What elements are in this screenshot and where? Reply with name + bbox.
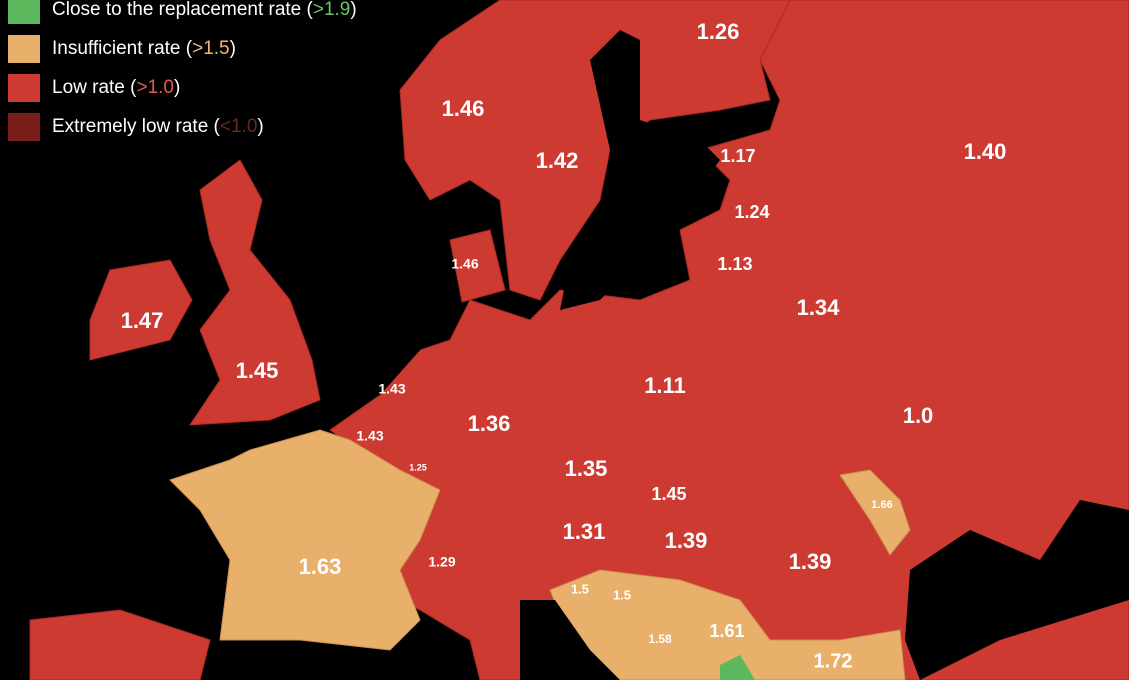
legend-swatch [8, 0, 40, 24]
region-value: 1.43 [356, 428, 383, 444]
region-value: 1.25 [409, 462, 427, 472]
region-value: 1.13 [717, 254, 752, 274]
region-value: 1.47 [121, 308, 164, 333]
region-value: 1.46 [451, 256, 478, 272]
legend-threshold: >1.5 [192, 38, 230, 59]
great-britain [189, 159, 321, 426]
region-value: 1.11 [644, 373, 686, 398]
france [169, 429, 441, 651]
region-value: 1.34 [797, 295, 841, 320]
region-value: 1.39 [789, 549, 832, 574]
kosovo [720, 655, 755, 680]
black-sea [905, 500, 1129, 680]
legend-close: ) [230, 38, 236, 59]
legend-text: Low rate ( [52, 77, 137, 98]
region-value: 1.31 [563, 519, 606, 544]
legend-threshold: <1.0 [220, 116, 258, 137]
region-value: 1.35 [565, 456, 608, 481]
baltic-sea [560, 30, 720, 310]
legend-swatch [8, 113, 40, 141]
region-value: 1.36 [468, 411, 511, 436]
region-value: 1.46 [442, 96, 485, 121]
region-value: 1.58 [648, 632, 672, 646]
mainland [329, 0, 1129, 680]
scandinavia [399, 0, 791, 301]
region-value: 1.61 [709, 621, 744, 641]
region-value: 1.63 [299, 554, 342, 579]
region-value: 1.5 [613, 587, 631, 602]
legend-label: Extremely low rate (<1.0) [52, 116, 264, 137]
legend-close: ) [174, 77, 180, 98]
legend-swatch [8, 74, 40, 102]
region-value: 1.29 [428, 554, 455, 570]
region-value: 1.24 [734, 202, 769, 222]
region-value: 1.45 [651, 484, 686, 504]
region-value: 1.45 [236, 358, 279, 383]
region-value: 1.17 [720, 146, 755, 166]
legend-close: ) [257, 116, 263, 137]
legend-label: Insufficient rate (>1.5) [52, 38, 236, 59]
legend: Close to the replacement rate (>1.9)Insu… [8, 0, 357, 141]
legend-text: Extremely low rate ( [52, 116, 221, 137]
moldova [839, 469, 911, 556]
legend-swatch [8, 35, 40, 63]
iberia [29, 609, 211, 680]
region-value: 1.72 [814, 650, 853, 672]
legend-threshold: >1.9 [313, 0, 351, 20]
legend-text: Insufficient rate ( [52, 38, 193, 59]
north-sea [320, 230, 450, 420]
region-value: 1.0 [903, 403, 934, 428]
adriatic-sea [520, 600, 620, 680]
region-value: 1.42 [536, 148, 579, 173]
legend-label: Low rate (>1.0) [52, 77, 180, 98]
region-value: 1.40 [964, 139, 1007, 164]
legend-text: Close to the replacement rate ( [52, 0, 314, 20]
region-value: 1.39 [665, 528, 708, 553]
region-value: 1.66 [871, 499, 892, 511]
region-value: 1.5 [571, 581, 589, 596]
legend-label: Close to the replacement rate (>1.9) [52, 0, 357, 20]
denmark [449, 229, 506, 303]
legend-close: ) [350, 0, 356, 20]
region-value: 1.43 [378, 381, 405, 397]
region-value: 1.26 [697, 19, 740, 44]
labels: 1.26 1.46 1.42 1.17 1.40 1.24 1.46 1.13 1.34 1.47… [121, 19, 1007, 672]
legend-threshold: >1.0 [136, 77, 174, 98]
ireland [89, 259, 193, 361]
